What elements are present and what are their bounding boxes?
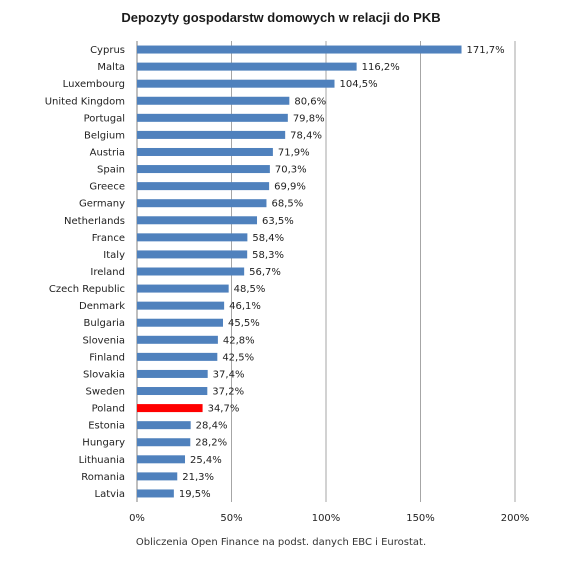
bar-estonia (137, 421, 191, 430)
bar-netherlands (137, 216, 258, 225)
category-label: Cyprus (90, 45, 125, 56)
data-label: 19,5% (179, 489, 211, 500)
data-label: 63,5% (262, 216, 294, 227)
category-label: Italy (103, 250, 125, 261)
data-label: 69,9% (274, 182, 306, 193)
data-label: 171,7% (467, 45, 505, 56)
bar-romania (137, 472, 178, 481)
bar-latvia (137, 489, 174, 498)
data-label: 28,2% (195, 438, 227, 449)
data-label: 42,5% (222, 352, 254, 363)
data-label: 58,4% (252, 233, 284, 244)
category-label: Netherlands (64, 216, 125, 227)
data-label: 34,7% (208, 404, 240, 415)
bar-poland (137, 404, 203, 413)
bar-germany (137, 199, 267, 208)
data-label: 79,8% (293, 113, 325, 124)
bar-greece (137, 182, 270, 191)
bar-denmark (137, 301, 225, 310)
data-label: 58,3% (252, 250, 284, 261)
bar-hungary (137, 438, 191, 447)
data-label: 104,5% (340, 79, 378, 90)
category-label: Portugal (84, 113, 125, 124)
bar-ireland (137, 267, 245, 276)
x-tick-label: 150% (406, 513, 435, 524)
data-label: 45,5% (228, 318, 260, 329)
data-label: 37,4% (213, 369, 245, 380)
bar-portugal (137, 113, 288, 122)
category-label: Spain (97, 165, 125, 176)
bar-bulgaria (137, 318, 223, 327)
category-label: Germany (79, 199, 125, 210)
bar-czech-republic (137, 284, 229, 293)
category-label: Latvia (95, 489, 125, 500)
data-label: 37,2% (212, 387, 244, 398)
bar-italy (137, 250, 248, 259)
labels-layer: Cyprus 171,7% Malta 116,2% Luxembourg 104,5% U… (45, 45, 505, 500)
data-label: 70,3% (275, 165, 307, 176)
data-label: 25,4% (190, 455, 222, 466)
category-label: Denmark (79, 301, 125, 312)
category-label: Luxembourg (63, 79, 125, 90)
data-label: 28,4% (196, 421, 228, 432)
data-label: 48,5% (234, 284, 266, 295)
category-label: Sweden (85, 387, 125, 398)
category-label: Romania (81, 472, 125, 483)
bar-cyprus (137, 45, 462, 54)
category-label: Belgium (84, 130, 125, 141)
data-label: 46,1% (229, 301, 261, 312)
category-label: Slovenia (82, 335, 125, 346)
x-tick-label: 0% (129, 513, 145, 524)
bars-layer (137, 45, 462, 498)
category-label: Finland (89, 352, 125, 363)
bar-spain (137, 165, 270, 174)
category-label: France (92, 233, 125, 244)
data-label: 71,9% (278, 147, 310, 158)
x-tick-label: 50% (220, 513, 242, 524)
category-label: Poland (92, 404, 125, 415)
bar-france (137, 233, 248, 242)
bar-austria (137, 147, 273, 156)
category-label: Czech Republic (49, 284, 125, 295)
category-label: Hungary (82, 438, 125, 449)
category-label: Greece (89, 182, 125, 193)
bar-slovakia (137, 369, 208, 378)
chart-title: Depozyty gospodarstw domowych w relacji … (121, 10, 441, 25)
category-label: Slovakia (83, 369, 125, 380)
bar-lithuania (137, 455, 186, 464)
data-label: 42,8% (223, 335, 255, 346)
ticks-layer: 0% 50% 100% 150% 200% (129, 513, 529, 524)
data-label: 116,2% (362, 62, 400, 73)
category-label: Ireland (90, 267, 125, 278)
x-tick-label: 100% (312, 513, 341, 524)
category-label: United Kingdom (45, 96, 125, 107)
bar-finland (137, 352, 218, 361)
category-label: Estonia (88, 421, 125, 432)
bar-sweden (137, 387, 208, 396)
data-label: 78,4% (290, 130, 322, 141)
bar-malta (137, 62, 357, 71)
data-label: 68,5% (271, 199, 303, 210)
chart-source-note: Obliczenia Open Finance na podst. danych… (135, 537, 427, 548)
category-label: Austria (90, 147, 125, 158)
category-label: Lithuania (79, 455, 125, 466)
bar-united-kingdom (137, 96, 290, 105)
bar-slovenia (137, 335, 218, 344)
data-label: 21,3% (182, 472, 214, 483)
bar-belgium (137, 130, 286, 139)
data-label: 56,7% (249, 267, 281, 278)
category-label: Malta (97, 62, 125, 73)
data-label: 80,6% (294, 96, 326, 107)
category-label: Bulgaria (84, 318, 125, 329)
bar-luxembourg (137, 79, 335, 88)
x-tick-label: 200% (501, 513, 530, 524)
